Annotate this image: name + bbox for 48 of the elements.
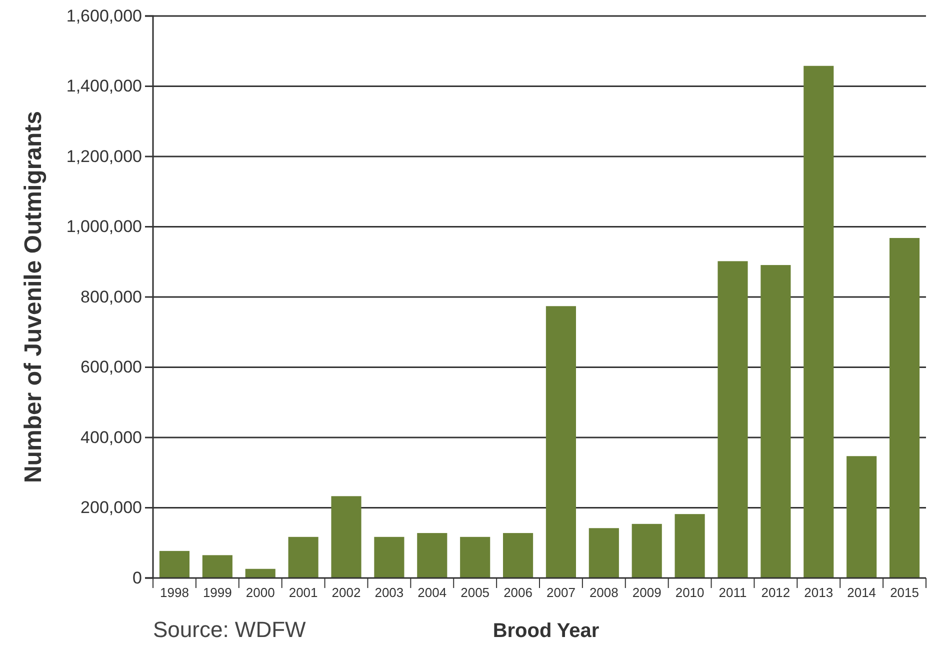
y-tick-label: 600,000 [80,358,142,377]
bar [889,238,920,578]
x-tick-label: 2004 [418,585,447,600]
y-tick-label: 1,200,000 [66,146,142,166]
bar [417,533,448,578]
x-tick-label: 2011 [718,585,747,600]
x-tick-label: 2005 [460,585,490,600]
y-axis-title: Number of Juvenile Outmigrants [20,110,47,484]
x-tick-label: 2007 [546,585,576,600]
bar [804,66,834,578]
x-tick-label: 2000 [246,585,275,600]
bar [588,528,619,578]
bar [460,536,490,578]
x-tick-label: 2012 [761,585,790,600]
source-note: Source: WDFW [153,617,306,642]
bar [288,536,318,578]
x-tick-label: 2003 [374,585,404,600]
bar [245,568,276,578]
bar [760,265,791,578]
y-tick-label: 400,000 [80,428,142,447]
bar [202,555,232,578]
bar [159,550,190,578]
x-tick-label: 2009 [632,585,662,600]
x-tick-label: 1998 [160,585,189,600]
x-tick-label: 2006 [504,585,532,600]
bar [374,536,404,578]
x-tick-label: 2010 [675,585,704,600]
y-tick-label: 1,400,000 [66,76,142,96]
x-tick-label: 2015 [890,585,919,600]
x-axis-title: Brood Year [492,620,600,642]
y-tick-label: 0 [132,568,142,588]
y-tick-label: 1,000,000 [66,217,142,236]
y-tick-label: 800,000 [80,287,142,306]
x-tick-label: 2001 [288,585,318,600]
y-tick-label: 1,600,000 [66,6,142,26]
x-tick-label: 2014 [847,585,876,600]
bar [846,456,877,578]
bar [331,496,362,578]
x-tick-label: 2013 [804,585,834,600]
bar [718,261,748,578]
bar [502,533,534,578]
x-tick-label: 2002 [332,585,361,600]
bar [632,524,662,578]
bar [674,514,705,578]
x-tick-label: 2008 [589,585,618,600]
y-tick-label: 200,000 [80,498,142,518]
bar [546,306,576,578]
x-tick-label: 1999 [202,585,232,600]
